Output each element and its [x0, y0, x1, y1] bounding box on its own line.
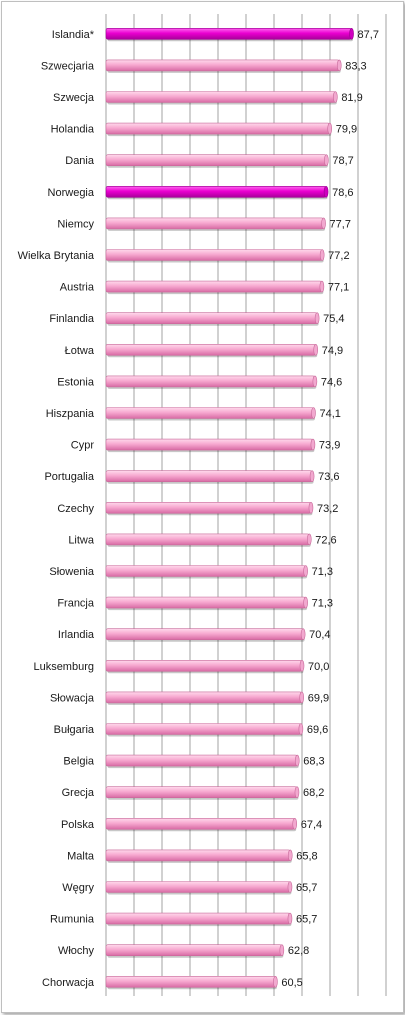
value-label: 73,9 [319, 440, 340, 452]
value-label: 83,3 [345, 60, 366, 72]
bar [105, 375, 318, 389]
value-label: 77,2 [328, 250, 349, 262]
category-label: Cypr [71, 440, 95, 452]
value-label: 87,7 [358, 29, 379, 41]
bar [105, 565, 308, 579]
category-label: Holandia [51, 124, 95, 136]
bar [105, 470, 315, 484]
bar [105, 975, 278, 990]
bar [105, 407, 316, 421]
bar [105, 881, 293, 895]
value-label: 73,6 [318, 471, 339, 483]
category-label: Szwecjaria [41, 60, 95, 72]
value-label: 75,4 [323, 313, 344, 325]
category-label: Austria [60, 282, 95, 294]
bar [105, 27, 354, 42]
category-label: Grecja [62, 787, 95, 799]
category-label: Czechy [57, 503, 94, 515]
category-label: Niemcy [57, 218, 94, 230]
value-label: 79,9 [336, 124, 357, 136]
category-label: Belgia [63, 756, 94, 768]
value-label: 69,6 [307, 724, 328, 736]
value-label: 74,9 [322, 345, 343, 357]
category-label: Chorwacja [42, 977, 95, 989]
value-label: 65,7 [296, 914, 317, 926]
category-label: Włochy [58, 945, 95, 957]
category-label: Bułgaria [54, 724, 95, 736]
value-label: 68,2 [303, 787, 324, 799]
value-label: 62,8 [288, 945, 309, 957]
bar [105, 723, 304, 737]
value-label: 71,3 [312, 598, 333, 610]
value-label: 69,9 [308, 692, 329, 704]
category-label: Malta [67, 850, 95, 862]
value-label: 71,3 [312, 566, 333, 578]
category-label: Dania [65, 155, 95, 167]
value-label: 74,1 [319, 408, 340, 420]
category-label: Islandia* [52, 29, 95, 41]
value-label: 68,3 [303, 756, 324, 768]
category-label: Finlandia [49, 313, 95, 325]
bar [105, 343, 319, 358]
category-label: Węgry [62, 882, 94, 894]
value-label: 78,6 [332, 187, 353, 199]
category-label: Słowacja [50, 692, 95, 704]
category-label: Rumunia [50, 914, 95, 926]
category-label: Luksemburg [33, 661, 94, 673]
bar [105, 944, 285, 958]
category-label: Norwegia [48, 187, 95, 199]
bar [105, 501, 314, 516]
bar [105, 628, 306, 642]
value-label: 65,8 [296, 850, 317, 862]
value-label: 67,4 [301, 819, 322, 831]
bar [105, 849, 293, 863]
bar [105, 186, 329, 200]
category-label: Litwa [68, 534, 95, 546]
bar [105, 754, 300, 769]
category-labels: Islandia* Szwecjaria Szwecja Holandia Dania N… [18, 29, 95, 989]
bar [105, 533, 312, 547]
bar [105, 280, 325, 295]
category-label: Irlandia [58, 629, 95, 641]
bar [105, 217, 326, 231]
category-label: Estonia [57, 376, 95, 388]
bar [105, 659, 305, 674]
bar [105, 154, 329, 168]
value-label: 65,7 [296, 882, 317, 894]
category-label: Szwecja [53, 92, 95, 104]
category-label: Wielka Brytania [18, 250, 95, 262]
value-labels: 87,7 83,3 81,9 79,9 78,7 78,6 77,7 77,2 77,1 75,4… [281, 29, 379, 989]
bar [105, 91, 338, 105]
category-label: Łotwa [65, 345, 95, 357]
bar [105, 912, 293, 927]
bars [105, 27, 354, 990]
bar [105, 122, 333, 137]
category-label: Polska [61, 819, 95, 831]
value-label: 73,2 [317, 503, 338, 515]
category-label: Francja [57, 598, 95, 610]
bar [105, 817, 298, 832]
bar [105, 438, 316, 453]
bar [105, 596, 308, 611]
value-label: 70,4 [309, 629, 330, 641]
bar [105, 249, 325, 263]
bar [105, 312, 320, 326]
value-label: 77,1 [328, 282, 349, 294]
value-label: 78,7 [332, 155, 353, 167]
value-label: 74,6 [321, 376, 342, 388]
bar [105, 786, 300, 800]
gridlines [105, 14, 387, 996]
value-label: 60,5 [281, 977, 302, 989]
value-label: 77,7 [330, 218, 351, 230]
value-label: 72,6 [315, 534, 336, 546]
value-label: 70,0 [308, 661, 329, 673]
category-label: Portugalia [44, 471, 94, 483]
bar [105, 59, 342, 73]
category-label: Hiszpania [46, 408, 95, 420]
category-label: Słowenia [49, 566, 95, 578]
value-label: 81,9 [341, 92, 362, 104]
bar [105, 691, 305, 705]
